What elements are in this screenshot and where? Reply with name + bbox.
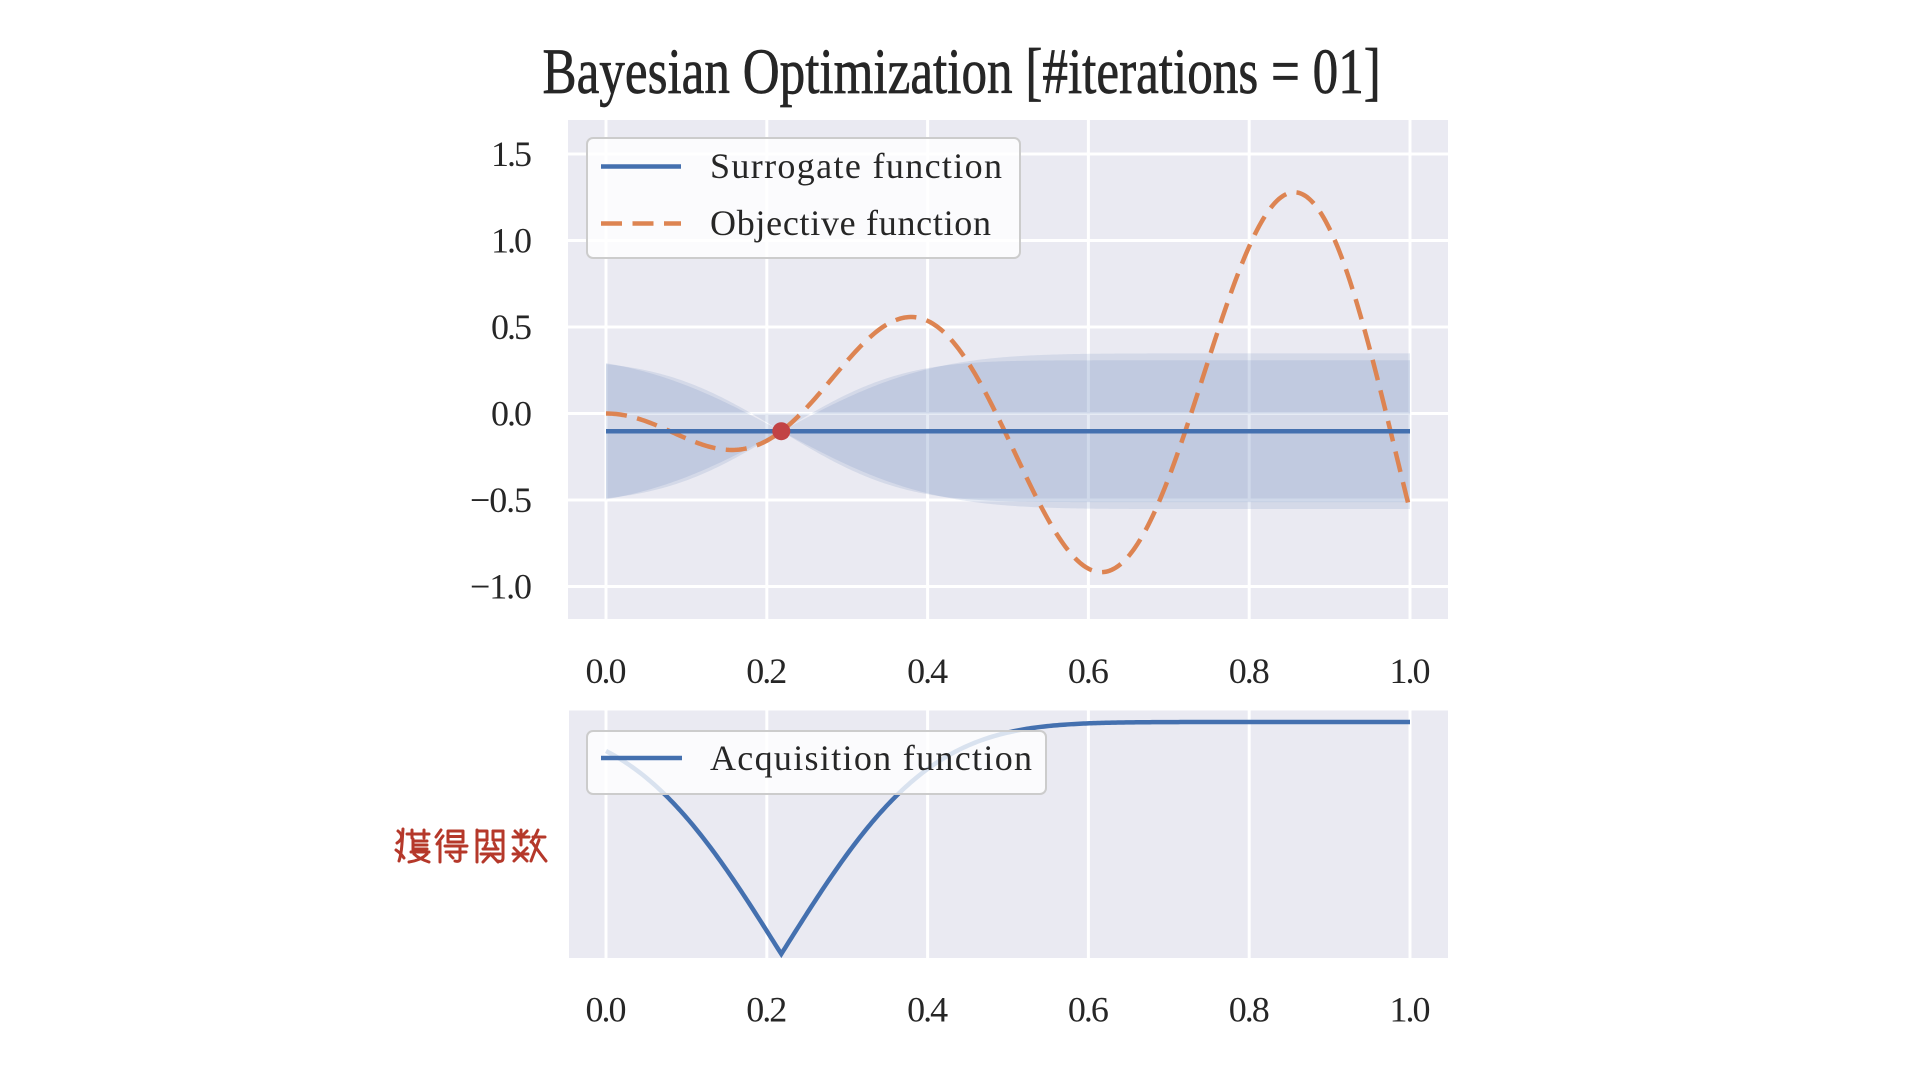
svg-text:0.0: 0.0: [491, 394, 532, 434]
svg-text:Surrogate function: Surrogate function: [710, 146, 1002, 186]
svg-text:Bayesian Optimization [#iterat: Bayesian Optimization [#iterations = 01]: [543, 35, 1381, 107]
svg-text:0.8: 0.8: [1229, 651, 1270, 691]
svg-text:1.0: 1.0: [491, 221, 532, 261]
svg-text:0.0: 0.0: [586, 651, 627, 691]
svg-text:0.2: 0.2: [746, 651, 787, 691]
svg-text:1.0: 1.0: [1390, 651, 1431, 691]
svg-text:0.0: 0.0: [586, 990, 627, 1030]
svg-text:1.5: 1.5: [491, 134, 532, 174]
svg-text:0.2: 0.2: [746, 990, 787, 1030]
svg-text:0.6: 0.6: [1068, 990, 1109, 1030]
svg-text:Acquisition function: Acquisition function: [710, 738, 1032, 778]
svg-text:Objective function: Objective function: [710, 203, 991, 243]
svg-text:0.8: 0.8: [1229, 990, 1270, 1030]
svg-text:0.6: 0.6: [1068, 651, 1109, 691]
svg-text:0.4: 0.4: [907, 651, 948, 691]
svg-text:−0.5: −0.5: [470, 480, 532, 520]
svg-text:−1.0: −1.0: [470, 567, 532, 607]
svg-text:0.4: 0.4: [907, 990, 948, 1030]
svg-text:0.5: 0.5: [491, 307, 532, 347]
svg-text:1.0: 1.0: [1390, 990, 1431, 1030]
